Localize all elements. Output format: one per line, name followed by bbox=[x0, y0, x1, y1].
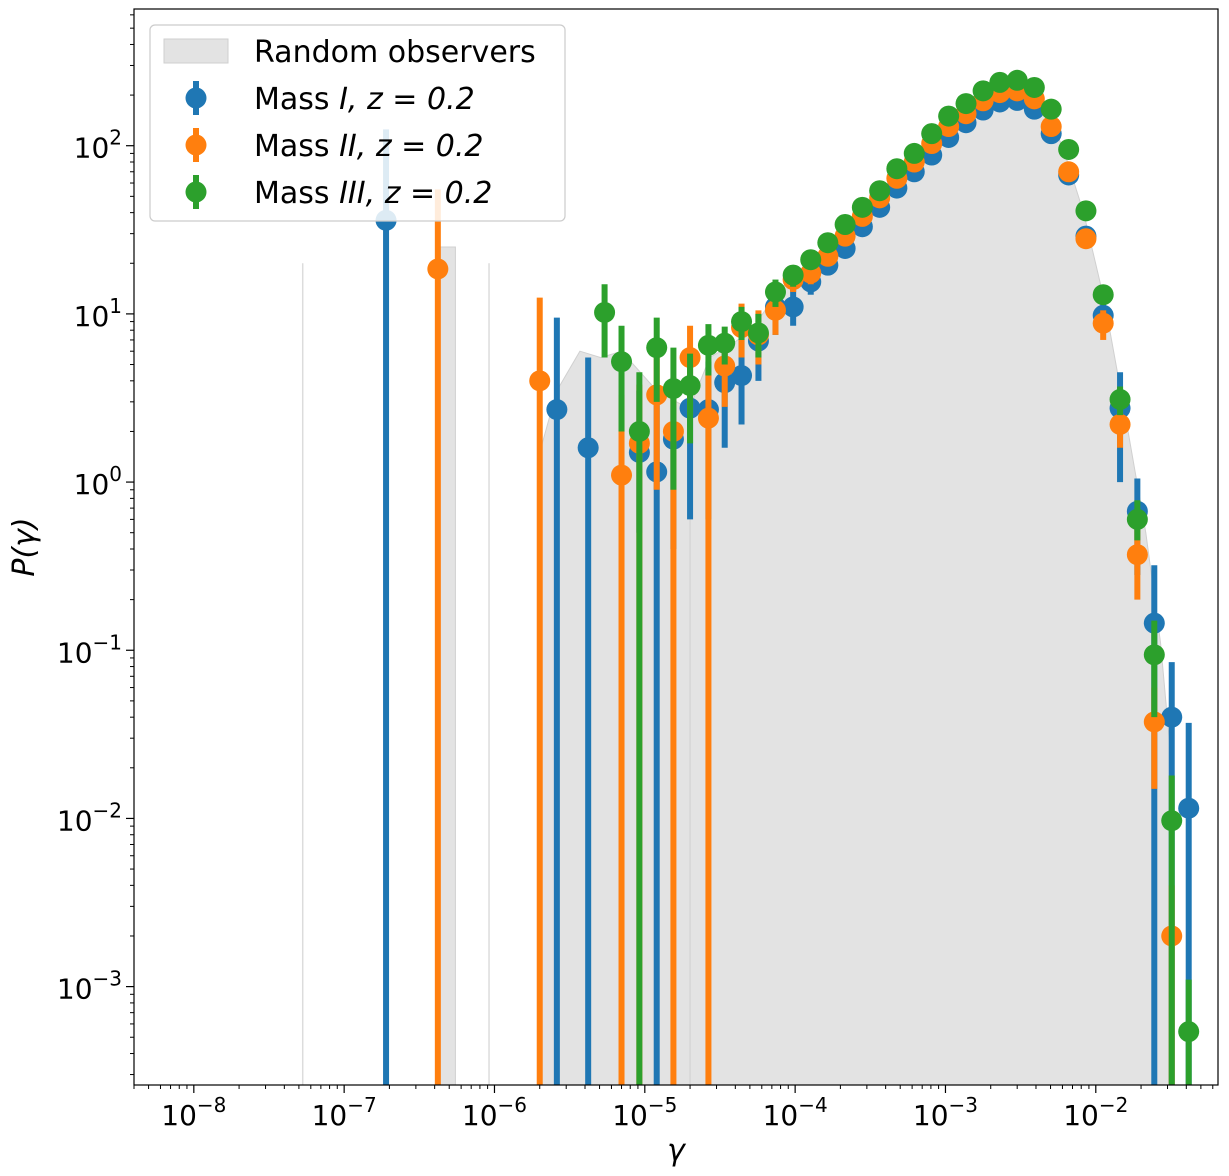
x-tick-label-3: 10−6 bbox=[462, 1093, 527, 1132]
point-s3-20 bbox=[921, 123, 943, 145]
point-s3-18 bbox=[886, 158, 908, 180]
point-s3-2 bbox=[611, 351, 633, 373]
point-s1-35 bbox=[1161, 706, 1183, 728]
y-tick-label-4: 100 bbox=[74, 462, 122, 501]
legend: Random observers Mass I, z = 0.2 Mass II… bbox=[149, 24, 566, 222]
point-s3-22 bbox=[955, 93, 977, 115]
point-s3-12 bbox=[782, 264, 804, 286]
point-s2-3 bbox=[611, 464, 633, 486]
point-s2-1 bbox=[427, 258, 449, 280]
point-s3-28 bbox=[1058, 138, 1080, 160]
legend-prefix-mass-ii: Mass bbox=[254, 129, 339, 164]
point-s1-3 bbox=[577, 437, 599, 459]
x-tick-label-5: 10−4 bbox=[763, 1093, 828, 1132]
x-tick-label-4: 10−5 bbox=[612, 1093, 677, 1132]
legend-marker-3 bbox=[185, 181, 207, 203]
x-tick-label-6: 10−3 bbox=[913, 1093, 978, 1132]
point-s3-15 bbox=[834, 214, 856, 236]
point-s3-34 bbox=[1161, 810, 1183, 832]
x-tick-label-7: 10−2 bbox=[1063, 1093, 1128, 1132]
point-s2-31 bbox=[1092, 312, 1114, 334]
point-s3-25 bbox=[1006, 69, 1028, 91]
point-s2-29 bbox=[1058, 161, 1080, 183]
axis-ticks: 10−8 10−7 10−6 10−5 10−4 10−3 10−2 10−3 10−2 10−1… bbox=[57, 14, 1214, 1132]
legend-prefix-mass-iii: Mass bbox=[254, 176, 339, 211]
point-s3-30 bbox=[1092, 284, 1114, 306]
y-tick-label-3: 10−1 bbox=[57, 630, 122, 669]
y-axis-label: P(γ) bbox=[7, 517, 42, 576]
point-s2-34 bbox=[1143, 711, 1165, 733]
point-s3-33 bbox=[1143, 644, 1165, 666]
point-s3-19 bbox=[903, 142, 925, 164]
point-s3-24 bbox=[989, 71, 1011, 93]
point-s2-8 bbox=[697, 407, 719, 429]
point-s3-29 bbox=[1075, 200, 1097, 222]
point-s3-3 bbox=[628, 420, 650, 442]
point-s3-32 bbox=[1126, 508, 1148, 530]
point-s2-9 bbox=[714, 355, 736, 377]
point-s2-32 bbox=[1109, 413, 1131, 435]
legend-label-random-observers: Random observers bbox=[254, 35, 536, 70]
point-s2-33 bbox=[1126, 544, 1148, 566]
y-tick-label-5: 101 bbox=[74, 294, 122, 333]
x-tick-label-1: 10−8 bbox=[161, 1093, 226, 1132]
point-s3-17 bbox=[869, 180, 891, 202]
y-tick-label-6: 102 bbox=[74, 126, 122, 165]
point-s1-2 bbox=[546, 399, 568, 421]
band-region-2 bbox=[539, 350, 691, 1085]
plot-frame bbox=[133, 8, 1219, 1086]
x-axis-label: γ bbox=[667, 1133, 687, 1168]
point-s3-23 bbox=[972, 80, 994, 102]
legend-box bbox=[149, 24, 566, 222]
legend-prefix-mass-i: Mass bbox=[254, 82, 339, 117]
y-tick-label-1: 10−3 bbox=[57, 967, 122, 1006]
point-s2-2 bbox=[529, 370, 551, 392]
point-s3-5 bbox=[662, 378, 684, 400]
point-s2-12 bbox=[764, 299, 786, 321]
band-region-4 bbox=[689, 86, 1175, 1085]
point-s3-9 bbox=[731, 311, 753, 333]
legend-markers bbox=[185, 81, 207, 209]
legend-math-mass-iii: III, z = 0.2 bbox=[339, 176, 492, 211]
point-s3-11 bbox=[764, 281, 786, 303]
point-s2-28 bbox=[1040, 116, 1062, 138]
legend-math-mass-i: I, z = 0.2 bbox=[339, 82, 475, 117]
point-s3-35 bbox=[1178, 1021, 1200, 1043]
point-s3-21 bbox=[938, 105, 960, 127]
legend-band-swatch bbox=[163, 38, 229, 64]
point-s1-36 bbox=[1178, 797, 1200, 819]
point-s3-31 bbox=[1109, 388, 1131, 410]
series-3 bbox=[594, 69, 1200, 1085]
legend-math-mass-ii: II, z = 0.2 bbox=[339, 129, 483, 164]
y-tick-label-2: 10−2 bbox=[57, 798, 122, 837]
point-s3-8 bbox=[714, 332, 736, 354]
point-s3-7 bbox=[697, 334, 719, 356]
point-s3-26 bbox=[1023, 76, 1045, 98]
point-s3-16 bbox=[851, 196, 873, 218]
data-series-layer bbox=[375, 69, 1200, 1085]
x-tick-label-2: 10−7 bbox=[312, 1093, 377, 1132]
legend-marker-1 bbox=[185, 87, 207, 109]
point-s3-27 bbox=[1040, 98, 1062, 120]
point-s3-14 bbox=[817, 232, 839, 254]
random-observers-band bbox=[301, 86, 1175, 1085]
point-s2-30 bbox=[1075, 228, 1097, 250]
point-s3-10 bbox=[747, 322, 769, 344]
point-s3-1 bbox=[594, 301, 616, 323]
point-s1-10 bbox=[731, 365, 753, 387]
legend-marker-2 bbox=[185, 134, 207, 156]
legend-label-mass-ii: Mass II, z = 0.2 bbox=[254, 129, 484, 164]
point-s3-6 bbox=[679, 375, 701, 397]
point-s3-13 bbox=[800, 249, 822, 271]
point-s1-13 bbox=[782, 296, 804, 318]
legend-label-mass-i: Mass I, z = 0.2 bbox=[254, 82, 475, 117]
point-s3-4 bbox=[646, 337, 668, 359]
legend-label-mass-iii: Mass III, z = 0.2 bbox=[254, 176, 492, 211]
